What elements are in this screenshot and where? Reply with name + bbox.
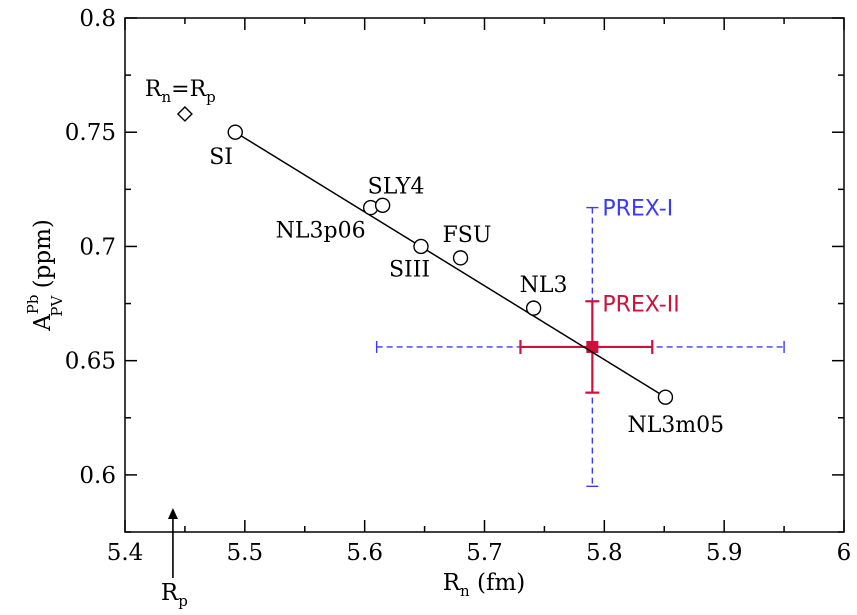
model-label-fsu: FSU [443,223,492,248]
x-tick-label: 5.8 [586,540,623,566]
x-tick-label: 6 [837,540,852,566]
prex-ii-label: PREX-II [602,292,679,317]
x-tick-label: 5.6 [346,540,383,566]
y-tick-label: 0.6 [79,463,116,489]
model-label-nl3p06: NL3p06 [276,219,366,244]
experiments-group: PREX-I PREX-II [375,197,785,488]
fit-line-group [234,131,666,398]
points-group [176,105,674,405]
ticks-group: 5.4 5.5 5.6 5.7 5.8 5.9 6 0.6 0.65 0.7 0.75 0.8 [65,6,852,566]
plot-frame [124,17,845,533]
x-tick-label: 5.4 [107,540,144,566]
x-tick-label: 5.5 [227,540,264,566]
model-point-siii [413,238,429,255]
model-point-nl3 [525,300,542,316]
model-label-si: SI [209,145,233,170]
model-label-nl3m05: NL3m05 [627,413,724,438]
model-point-sly4 [374,197,391,214]
model-label-siii: SIII [389,257,430,282]
y-tick-label: 0.7 [79,234,116,260]
y-tick-label: 0.65 [65,349,116,375]
y-tick-label: 0.8 [79,6,116,32]
x-tick-label: 5.9 [706,540,743,566]
model-label-sly4: SLY4 [368,174,425,199]
x-tick-label: 5.7 [466,540,503,566]
rp-arrow-head [167,508,178,519]
reference-diamond [176,105,193,122]
x-axis-label: Rn (fm) [443,570,526,600]
prex-central-marker [586,340,599,353]
y-axis-label: APb PV (ppm) [24,219,66,332]
model-point-fsu [452,250,469,266]
model-point-si [227,124,243,140]
reference-label: Rn=Rp [145,77,216,106]
y-tick-label: 0.75 [65,120,116,146]
prex-i-label: PREX-I [602,197,673,222]
fit-line [234,131,666,398]
rp-label: Rp [161,580,188,610]
model-point-nl3m05 [657,389,674,405]
model-label-nl3: NL3 [520,273,568,298]
